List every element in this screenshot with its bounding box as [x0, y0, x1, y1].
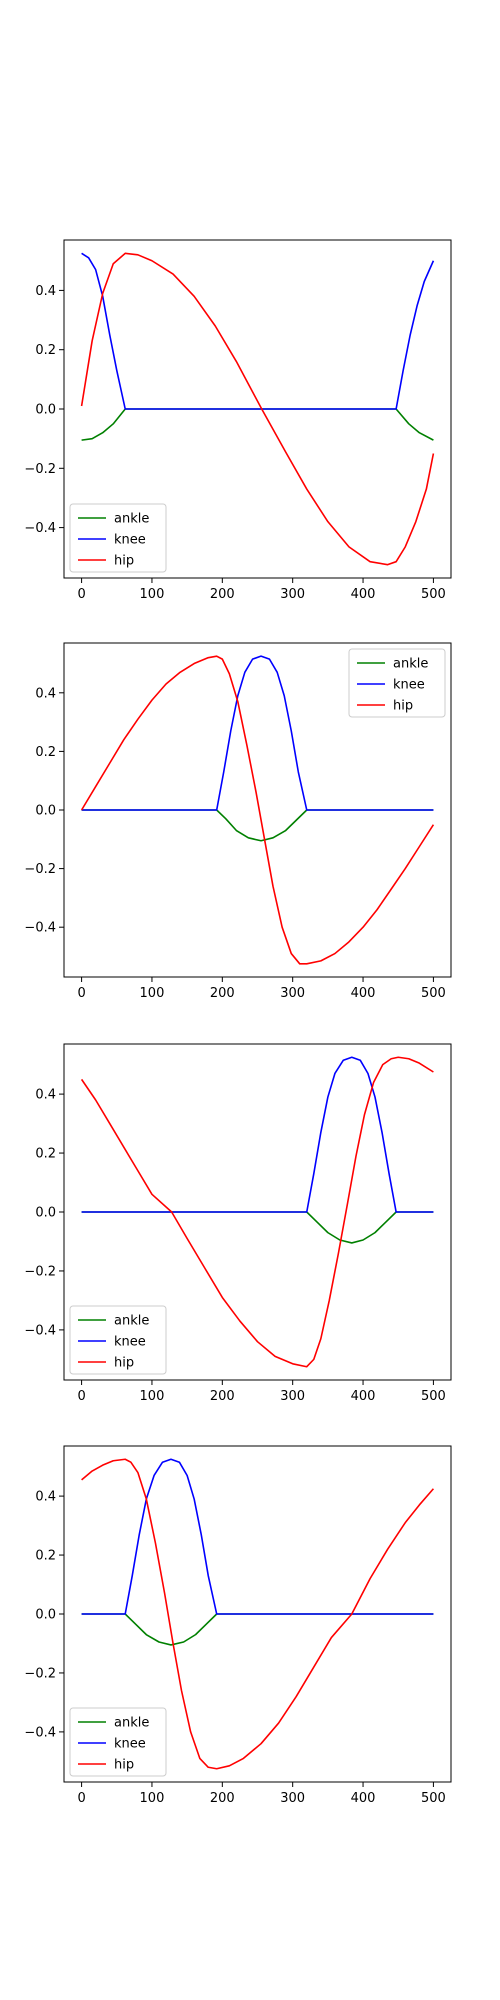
y-tick-label: 0.4: [35, 1490, 56, 1505]
y-tick-label: 0.2: [35, 343, 56, 358]
legend-label-ankle: ankle: [114, 512, 149, 527]
y-tick-label: −0.4: [24, 921, 56, 936]
x-tick-label: 200: [210, 986, 235, 1001]
series-line-knee: [81, 1056, 434, 1213]
y-tick-label: −0.2: [24, 1666, 56, 1681]
series-line-knee: [81, 1458, 434, 1615]
y-tick-label: −0.4: [24, 1323, 56, 1338]
x-tick-label: 400: [351, 1389, 376, 1404]
y-tick-label: 0.2: [35, 745, 56, 760]
x-tick-label: 300: [280, 1791, 305, 1806]
series-line-hip: [80, 252, 435, 566]
legend: ankle knee hip: [69, 503, 167, 573]
legend-box: [69, 1707, 167, 1777]
legend: ankle knee hip: [69, 1305, 167, 1375]
y-tick-label: 0.2: [35, 1147, 56, 1162]
legend-label-ankle: ankle: [114, 1716, 149, 1731]
series-line-knee: [81, 655, 434, 811]
chart-3: 0 100 200 300 400 500 −0.4 −0.2 0.0 0.2 0.4 ankle kn…: [24, 1043, 452, 1404]
legend-box: [69, 1305, 167, 1375]
y-tick-label: −0.4: [24, 521, 56, 536]
y-tick-label: 0.2: [35, 1549, 56, 1564]
x-tick-label: 0: [77, 587, 85, 602]
series-line-ankle: [81, 408, 434, 441]
series-line-ankle: [81, 809, 434, 842]
legend-label-knee: knee: [114, 1737, 146, 1752]
legend: ankle knee hip: [348, 648, 446, 718]
x-tick-label: 0: [77, 1389, 85, 1404]
x-tick-label: 300: [280, 587, 305, 602]
x-tick-label: 400: [351, 986, 376, 1001]
legend-label-hip: hip: [114, 554, 134, 569]
legend-box: [348, 648, 446, 718]
series-line-ankle: [81, 1613, 434, 1646]
y-tick-label: −0.2: [24, 862, 56, 877]
x-tick-label: 200: [210, 1389, 235, 1404]
x-tick-label: 500: [421, 587, 446, 602]
legend: ankle knee hip: [69, 1707, 167, 1777]
x-tick-label: 500: [421, 1791, 446, 1806]
x-tick-label: 400: [351, 587, 376, 602]
x-tick-label: 500: [421, 986, 446, 1001]
y-tick-label: 0.0: [35, 403, 56, 418]
series-line-hip: [81, 1458, 435, 1770]
chart-4: 0 100 200 300 400 500 −0.4 −0.2 0.0 0.2 0.4 ankle kn…: [24, 1445, 452, 1806]
legend-label-ankle: ankle: [114, 1314, 149, 1329]
series-line-hip: [80, 1056, 434, 1368]
y-tick-label: −0.2: [24, 462, 56, 477]
x-tick-label: 200: [210, 587, 235, 602]
x-tick-label: 200: [210, 1791, 235, 1806]
x-tick-label: 300: [280, 1389, 305, 1404]
x-tick-label: 300: [280, 986, 305, 1001]
x-tick-label: 0: [77, 986, 85, 1001]
legend-label-knee: knee: [393, 678, 425, 693]
x-tick-label: 100: [140, 587, 165, 602]
legend-label-hip: hip: [114, 1758, 134, 1773]
legend-label-hip: hip: [114, 1356, 134, 1371]
x-tick-label: 100: [140, 1389, 165, 1404]
chart-2: 0 100 200 300 400 500 −0.4 −0.2 0.0 0.2 0.4 ankle kn…: [24, 642, 452, 1001]
y-tick-label: 0.0: [35, 1206, 56, 1221]
series-line-ankle: [81, 1211, 434, 1244]
y-tick-label: 0.4: [35, 686, 56, 701]
chart-1: 0 100 200 300 400 500 −0.4 −0.2 0.0 0.2 0.4 ankle kn…: [24, 239, 452, 602]
y-tick-label: −0.4: [24, 1725, 56, 1740]
series-line-knee: [81, 252, 435, 410]
legend-label-knee: knee: [114, 1335, 146, 1350]
y-tick-label: 0.4: [35, 284, 56, 299]
legend-box: [69, 503, 167, 573]
series-line-hip: [80, 655, 435, 965]
y-tick-label: 0.0: [35, 804, 56, 819]
y-tick-label: 0.4: [35, 1088, 56, 1103]
x-tick-label: 100: [140, 986, 165, 1001]
legend-label-hip: hip: [393, 699, 413, 714]
x-tick-label: 0: [77, 1791, 85, 1806]
x-tick-label: 400: [351, 1791, 376, 1806]
legend-label-ankle: ankle: [393, 657, 428, 672]
x-tick-label: 100: [140, 1791, 165, 1806]
y-tick-label: 0.0: [35, 1608, 56, 1623]
y-tick-label: −0.2: [24, 1264, 56, 1279]
legend-label-knee: knee: [114, 533, 146, 548]
x-tick-label: 500: [421, 1389, 446, 1404]
